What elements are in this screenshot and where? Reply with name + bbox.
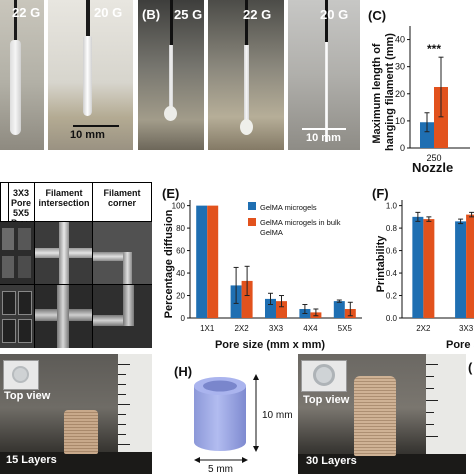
panel-i-photo: Top view 30 Layers (298, 354, 466, 474)
panel-a-photo-22g: 22 G (0, 0, 44, 150)
bar (423, 219, 435, 318)
gauge-label: 20 G (320, 7, 349, 22)
cylinder-diagram: 10 mm 5 mm (194, 374, 293, 474)
y-tick-label: 100 (172, 202, 186, 211)
layers-label: 15 Layers (6, 454, 57, 466)
panel-b-photo-25g: (B) 25 G (138, 0, 204, 150)
y-tick-label: 0.6 (386, 247, 398, 256)
micrograph (93, 222, 152, 284)
panel-g-photo: Top view 15 Layers (0, 354, 152, 474)
scale-bar-label: 10 mm (70, 129, 105, 141)
bar (241, 280, 253, 318)
legend-label: GelMA microgels in bulk GelMA (260, 218, 341, 237)
x-axis-label: Pore size (mm x mm) (215, 339, 325, 351)
y-tick-label: 0 (181, 314, 186, 323)
panel-e-chart: (E) Percentage diffusion 0 20 40 60 80 100 1X1… (162, 186, 362, 351)
panel-label: ( (468, 360, 473, 375)
y-tick-label: 0.0 (386, 314, 398, 323)
panel-label: (F) (372, 186, 389, 201)
x-tick-label: 2X2 (234, 324, 249, 333)
gauge-label: 25 G (174, 7, 203, 22)
y-tick-label: 60 (176, 247, 185, 256)
y-tick-label: 1.0 (386, 202, 398, 211)
bar (466, 214, 474, 318)
panel-label: (C) (368, 8, 386, 23)
y-axis-label-line2: hanging filament (mm) (384, 33, 396, 151)
gauge-label: 22 G (12, 5, 41, 20)
layers-label: 30 Layers (306, 455, 357, 467)
panel-f-chart: (F) Printability 0.0 0.2 0.4 0.6 0.8 1.0 2X2 3X… (372, 186, 474, 351)
x-tick-label: 1X1 (200, 324, 215, 333)
width-label: 5 mm (208, 464, 233, 474)
scale-bar (302, 128, 346, 130)
panel-b-photo-22g: 22 G (208, 0, 284, 150)
y-tick-label: 40 (395, 35, 405, 45)
scale-bar (73, 125, 119, 127)
y-axis-label: Percentage diffusion (163, 209, 175, 318)
bar (420, 122, 434, 148)
significance-marker: *** (427, 42, 441, 56)
x-tick-label: 5X5 (338, 324, 353, 333)
panel-h: (H) 10 mm 5 mm (156, 354, 294, 474)
scale-bar-label: 10 mm (306, 132, 341, 144)
panel-label: (E) (162, 186, 179, 201)
y-tick-label: 0.8 (386, 224, 398, 233)
bar (207, 205, 219, 318)
micrograph (0, 285, 34, 348)
column-header: Filament intersection (38, 188, 90, 208)
x-tick-label: 2X2 (416, 324, 431, 333)
micrograph (35, 285, 92, 348)
y-tick-label: 40 (176, 269, 185, 278)
height-label: 10 mm (262, 410, 293, 421)
gauge-label: 22 G (243, 7, 272, 22)
micrograph (93, 285, 152, 348)
y-tick-label: 0.2 (386, 292, 398, 301)
top-view-label: Top view (303, 394, 350, 406)
y-tick-label: 0 (400, 143, 405, 153)
micrograph (35, 222, 92, 284)
x-tick-label: 250 (426, 153, 441, 163)
micrograph (0, 222, 34, 284)
x-tick-label: 4X4 (303, 324, 318, 333)
bar (265, 298, 276, 318)
y-axis-label: Printability (375, 235, 387, 293)
x-tick-label: 3X3 (269, 324, 284, 333)
x-axis-label: Pore si (446, 339, 474, 351)
y-tick-label: 20 (176, 292, 185, 301)
panel-label: (B) (142, 7, 161, 22)
bar (412, 216, 424, 318)
panel-b-photo-20g: 20 G 10 mm (288, 0, 360, 150)
legend: GelMA microgels GelMA microgels in bulk Ge… (248, 202, 341, 237)
y-tick-label: 10 (395, 116, 405, 126)
panel-a-photo-20g: 20 G 10 mm (48, 0, 133, 150)
y-tick-label: 0.4 (386, 269, 398, 278)
top-view-label: Top view (4, 390, 51, 402)
panel-c-chart: (C) Maximum length of hanging filament (… (368, 8, 470, 175)
bar (333, 301, 345, 318)
legend-swatch (248, 218, 256, 226)
gauge-label: 20 G (94, 5, 123, 20)
y-tick-label: 80 (176, 224, 185, 233)
svg-text:Maximum length of hanging: Maximum length of hanging filament (mm) (371, 33, 396, 151)
legend-label: GelMA microgels (260, 203, 317, 212)
panel-label: (H) (174, 364, 193, 379)
x-tick-label: 3X3 (459, 324, 474, 333)
bar (196, 205, 208, 318)
column-header: Filament corner (103, 188, 141, 208)
y-axis-label-line1: Maximum length of (371, 43, 383, 144)
bar (434, 87, 448, 148)
bar (276, 301, 287, 318)
bar (455, 221, 467, 318)
y-tick-label: 30 (395, 62, 405, 72)
panel-d: 3X3 Pore 5X5 Pore Filament intersection … (0, 182, 152, 348)
x-axis-label: Nozzle (412, 160, 453, 175)
legend-swatch (248, 202, 256, 210)
y-tick-label: 20 (395, 89, 405, 99)
